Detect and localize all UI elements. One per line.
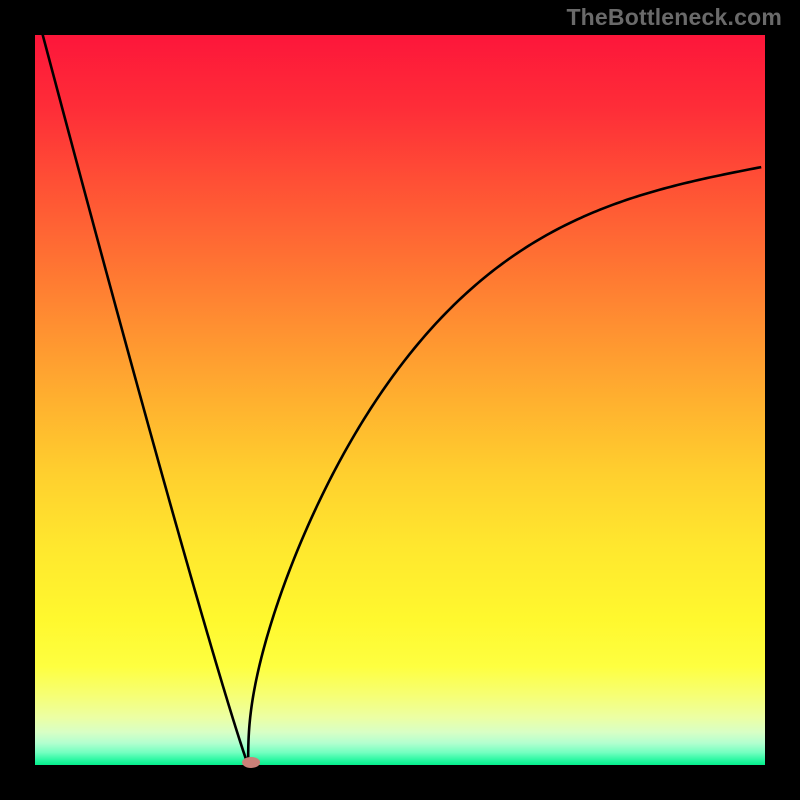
chart-canvas: TheBottleneck.com: [0, 0, 800, 800]
chart-svg: [0, 0, 800, 800]
minimum-marker: [242, 757, 260, 768]
watermark-text: TheBottleneck.com: [566, 4, 782, 31]
chart-background: [35, 35, 765, 765]
